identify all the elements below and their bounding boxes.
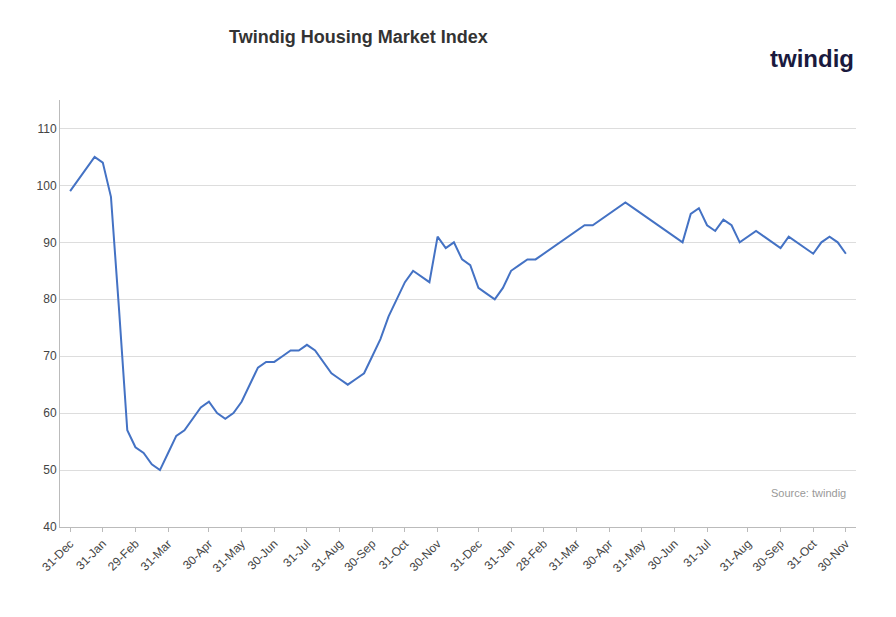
- svg-text:100: 100: [37, 179, 57, 193]
- svg-text:30-Jun: 30-Jun: [645, 537, 681, 573]
- svg-text:28-Feb: 28-Feb: [513, 537, 550, 574]
- svg-text:30-Jun: 30-Jun: [245, 537, 281, 573]
- svg-text:31-Jul: 31-Jul: [680, 537, 713, 570]
- svg-text:30-Sep: 30-Sep: [750, 537, 787, 574]
- svg-text:31-Oct: 31-Oct: [784, 536, 820, 572]
- svg-text:Twindig Housing Market Index: Twindig Housing Market Index: [229, 27, 488, 47]
- svg-text:30-Nov: 30-Nov: [407, 537, 444, 574]
- svg-text:31-Jul: 31-Jul: [280, 537, 313, 570]
- svg-text:90: 90: [43, 236, 57, 250]
- svg-text:80: 80: [43, 292, 57, 306]
- svg-text:30-Apr: 30-Apr: [580, 537, 615, 572]
- svg-text:70: 70: [43, 349, 57, 363]
- svg-text:30-Nov: 30-Nov: [815, 537, 852, 574]
- svg-text:29-Feb: 29-Feb: [105, 537, 142, 574]
- svg-text:31-Aug: 31-Aug: [309, 537, 346, 574]
- svg-text:31-Jan: 31-Jan: [73, 537, 109, 573]
- svg-text:40: 40: [43, 520, 57, 534]
- svg-text:31-Aug: 31-Aug: [717, 537, 754, 574]
- svg-text:30-Sep: 30-Sep: [341, 537, 378, 574]
- svg-text:50: 50: [43, 463, 57, 477]
- svg-text:31-Dec: 31-Dec: [39, 537, 76, 574]
- svg-text:twindig: twindig: [770, 45, 854, 72]
- svg-text:Source: twindig: Source: twindig: [771, 487, 846, 499]
- svg-text:31-May: 31-May: [610, 537, 648, 575]
- svg-text:31-Oct: 31-Oct: [376, 536, 412, 572]
- svg-text:31-Dec: 31-Dec: [448, 537, 485, 574]
- svg-text:30-Apr: 30-Apr: [180, 537, 215, 572]
- svg-text:31-May: 31-May: [210, 537, 248, 575]
- svg-text:31-Jan: 31-Jan: [482, 537, 518, 573]
- svg-text:31-Mar: 31-Mar: [546, 537, 583, 574]
- svg-text:60: 60: [43, 406, 57, 420]
- svg-text:110: 110: [37, 122, 56, 136]
- svg-text:31-Mar: 31-Mar: [138, 537, 175, 574]
